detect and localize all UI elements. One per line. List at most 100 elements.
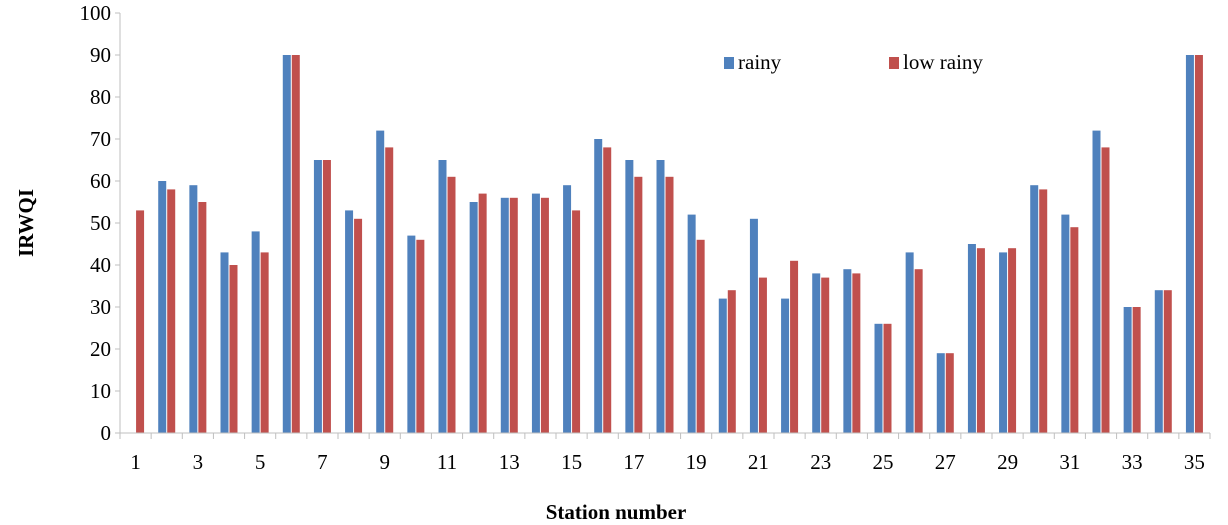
y-tick-label: 80 bbox=[90, 85, 111, 109]
bar-rainy-station-5 bbox=[251, 231, 260, 433]
bar-rainy-station-14 bbox=[531, 193, 540, 433]
bar-rainy-station-3 bbox=[189, 185, 198, 433]
bar-low-rainy-station-19 bbox=[696, 239, 705, 433]
bar-rainy-station-24 bbox=[843, 269, 852, 433]
x-tick-label: 21 bbox=[748, 450, 769, 474]
x-tick-label: 27 bbox=[935, 450, 956, 474]
x-axis-title: Station number bbox=[546, 500, 687, 524]
bar-rainy-station-17 bbox=[625, 160, 634, 433]
y-tick-label: 40 bbox=[90, 253, 111, 277]
bar-rainy-station-8 bbox=[345, 210, 354, 433]
bar-rainy-station-30 bbox=[1030, 185, 1039, 433]
x-tick-label: 3 bbox=[193, 450, 204, 474]
y-tick-label: 70 bbox=[90, 127, 111, 151]
bar-rainy-station-32 bbox=[1092, 130, 1101, 433]
y-axis-ticks: 0 10 20 30 40 50 60 70 80 90 100 bbox=[80, 1, 120, 445]
bar-rainy-station-16 bbox=[594, 139, 603, 433]
bar-low-rainy-station-16 bbox=[603, 147, 612, 433]
bar-low-rainy-station-27 bbox=[945, 353, 954, 433]
bar-rainy-station-25 bbox=[874, 323, 883, 433]
bar-low-rainy-station-13 bbox=[509, 197, 518, 433]
bar-low-rainy-station-25 bbox=[883, 323, 892, 433]
bar-rainy-station-29 bbox=[999, 252, 1008, 433]
bar-rainy-station-26 bbox=[905, 252, 914, 433]
bar-low-rainy-station-31 bbox=[1070, 227, 1079, 433]
x-tick-label: 17 bbox=[623, 450, 644, 474]
y-tick-label: 10 bbox=[90, 379, 111, 403]
bar-rainy-station-19 bbox=[687, 214, 696, 433]
bar-rainy-station-13 bbox=[500, 197, 509, 433]
bar-low-rainy-station-22 bbox=[790, 260, 799, 433]
bar-low-rainy-station-23 bbox=[821, 277, 830, 433]
bar-low-rainy-station-32 bbox=[1101, 147, 1110, 433]
legend-swatch bbox=[889, 57, 899, 69]
bar-low-rainy-station-18 bbox=[665, 176, 674, 434]
bar-low-rainy-station-2 bbox=[167, 189, 176, 433]
bar-rainy-station-6 bbox=[282, 55, 291, 433]
bar-low-rainy-station-21 bbox=[758, 277, 767, 433]
bar-rainy-station-18 bbox=[656, 160, 665, 433]
bar-rainy-station-31 bbox=[1061, 214, 1070, 433]
bar-rainy-station-27 bbox=[936, 353, 945, 433]
bar-low-rainy-station-11 bbox=[447, 176, 456, 434]
y-tick-label: 30 bbox=[90, 295, 111, 319]
bar-low-rainy-station-29 bbox=[1008, 248, 1017, 433]
bar-rainy-station-4 bbox=[220, 252, 229, 433]
bar-low-rainy-station-6 bbox=[291, 55, 300, 433]
y-tick-label: 100 bbox=[80, 1, 112, 25]
y-tick-label: 50 bbox=[90, 211, 111, 235]
x-tick-label: 35 bbox=[1184, 450, 1205, 474]
y-tick-label: 0 bbox=[101, 421, 112, 445]
x-tick-label: 13 bbox=[499, 450, 520, 474]
legend-label: low rainy bbox=[903, 50, 983, 74]
bar-rainy-station-10 bbox=[407, 235, 416, 433]
legend: rainy low rainy bbox=[724, 50, 983, 74]
bar-rainy-station-22 bbox=[781, 298, 790, 433]
bar-low-rainy-station-24 bbox=[852, 273, 861, 433]
bar-rainy-station-7 bbox=[313, 160, 322, 433]
y-tick-label: 20 bbox=[90, 337, 111, 361]
x-tick-label: 5 bbox=[255, 450, 266, 474]
bar-low-rainy-station-35 bbox=[1194, 55, 1203, 433]
bar-rainy-station-11 bbox=[438, 160, 447, 433]
x-tick-label: 31 bbox=[1059, 450, 1080, 474]
x-tick-label: 19 bbox=[686, 450, 707, 474]
bar-low-rainy-station-17 bbox=[634, 176, 643, 434]
bar-low-rainy-station-28 bbox=[976, 248, 985, 433]
bar-rainy-station-20 bbox=[718, 298, 727, 433]
bar-rainy-station-2 bbox=[158, 181, 167, 433]
bar-low-rainy-station-3 bbox=[198, 202, 207, 433]
bar-low-rainy-station-12 bbox=[478, 193, 487, 433]
bar-rainy-station-21 bbox=[749, 218, 758, 433]
bar-rainy-station-9 bbox=[376, 130, 385, 433]
bar-rainy-station-15 bbox=[563, 185, 572, 433]
bar-low-rainy-station-7 bbox=[322, 160, 331, 433]
bar-low-rainy-station-33 bbox=[1132, 307, 1141, 433]
bar-low-rainy-station-15 bbox=[572, 210, 581, 433]
bar-low-rainy-station-30 bbox=[1039, 189, 1048, 433]
bar-low-rainy-station-4 bbox=[229, 265, 238, 433]
bar-rainy-station-34 bbox=[1154, 290, 1163, 433]
y-axis-title: IRWQI bbox=[14, 189, 38, 257]
bars bbox=[136, 55, 1203, 434]
bar-low-rainy-station-14 bbox=[540, 197, 549, 433]
x-tick-label: 33 bbox=[1122, 450, 1143, 474]
bar-low-rainy-station-20 bbox=[727, 290, 736, 433]
bar-rainy-station-12 bbox=[469, 202, 478, 433]
x-tick-label: 7 bbox=[317, 450, 328, 474]
bar-low-rainy-station-9 bbox=[385, 147, 394, 433]
bar-low-rainy-station-26 bbox=[914, 269, 923, 433]
x-tick-label: 11 bbox=[437, 450, 457, 474]
bar-low-rainy-station-34 bbox=[1163, 290, 1172, 433]
x-tick-label: 9 bbox=[379, 450, 390, 474]
bar-rainy-station-35 bbox=[1185, 55, 1194, 433]
x-tick-label: 25 bbox=[873, 450, 894, 474]
legend-swatch bbox=[724, 57, 734, 69]
bar-low-rainy-station-5 bbox=[260, 252, 269, 433]
bar-low-rainy-station-8 bbox=[354, 218, 363, 433]
bar-low-rainy-station-1 bbox=[136, 210, 145, 433]
bar-rainy-station-28 bbox=[967, 244, 976, 433]
x-tick-label: 29 bbox=[997, 450, 1018, 474]
y-tick-label: 90 bbox=[90, 43, 111, 67]
